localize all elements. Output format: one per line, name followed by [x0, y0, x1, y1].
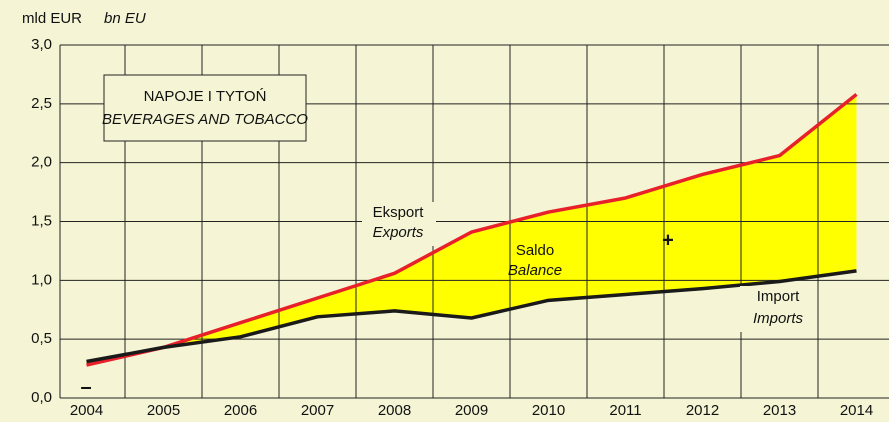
y-axis-label: mld EUR [22, 10, 82, 27]
series-label-en: Exports [373, 224, 424, 241]
x-tick-label: 2012 [686, 402, 719, 419]
x-tick-label: 2007 [301, 402, 334, 419]
x-tick-label: 2013 [763, 402, 796, 419]
y-tick-label: 3,0 [31, 36, 52, 53]
y-tick-label: 0,5 [31, 330, 52, 347]
y-tick-label: 0,0 [31, 389, 52, 406]
x-tick-label: 2011 [609, 402, 641, 419]
y-tick-label: 1,5 [31, 212, 52, 229]
label-bg [740, 286, 816, 332]
y-axis-label-en: bn EU [104, 10, 146, 27]
series-label: Import [757, 288, 800, 305]
title-box [103, 74, 307, 142]
annotation: Saldo [516, 242, 554, 259]
series-line [86, 269, 857, 364]
x-tick-label: 2006 [224, 402, 257, 419]
x-tick-label: 2008 [378, 402, 411, 419]
annotation: + [662, 229, 674, 251]
x-tick-label: 2009 [455, 402, 488, 419]
y-tick-label: 2,5 [31, 95, 52, 112]
series-line [86, 93, 858, 367]
x-tick-label: 2014 [840, 402, 873, 419]
x-tick-label: 2005 [147, 402, 180, 419]
chart-subtitle: BEVERAGES AND TOBACCO [102, 111, 308, 128]
series-label-en: Imports [753, 310, 804, 327]
y-tick-label: 1,0 [31, 271, 52, 288]
chart-title: NAPOJE I TYTOŃ [144, 88, 267, 105]
label-bg [362, 202, 436, 246]
y-tick-label: 2,0 [31, 154, 52, 171]
x-tick-label: 2010 [532, 402, 565, 419]
balance-area [86, 94, 857, 366]
x-tick-label: 2004 [70, 402, 103, 419]
annotation: Balance [508, 262, 562, 279]
series-label: Eksport [373, 204, 425, 221]
annotation: – [80, 376, 91, 398]
